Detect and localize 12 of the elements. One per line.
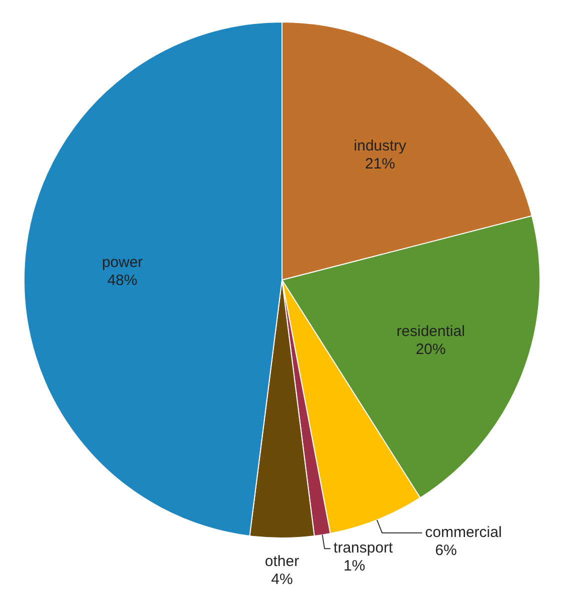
slice-label: other	[264, 553, 300, 570]
data-label: 4%	[271, 571, 293, 588]
data-label: 21%	[365, 156, 396, 173]
data-label: 48%	[107, 272, 138, 289]
data-label: 20%	[416, 340, 446, 358]
slice-label: industry	[354, 138, 407, 155]
slice-label: transport	[334, 540, 394, 557]
data-label: 6%	[435, 542, 457, 559]
slice-label: commercial	[425, 524, 502, 541]
data-label: 1%	[344, 558, 366, 575]
slice-label: power	[102, 254, 143, 271]
slice-label: residential	[396, 322, 465, 340]
